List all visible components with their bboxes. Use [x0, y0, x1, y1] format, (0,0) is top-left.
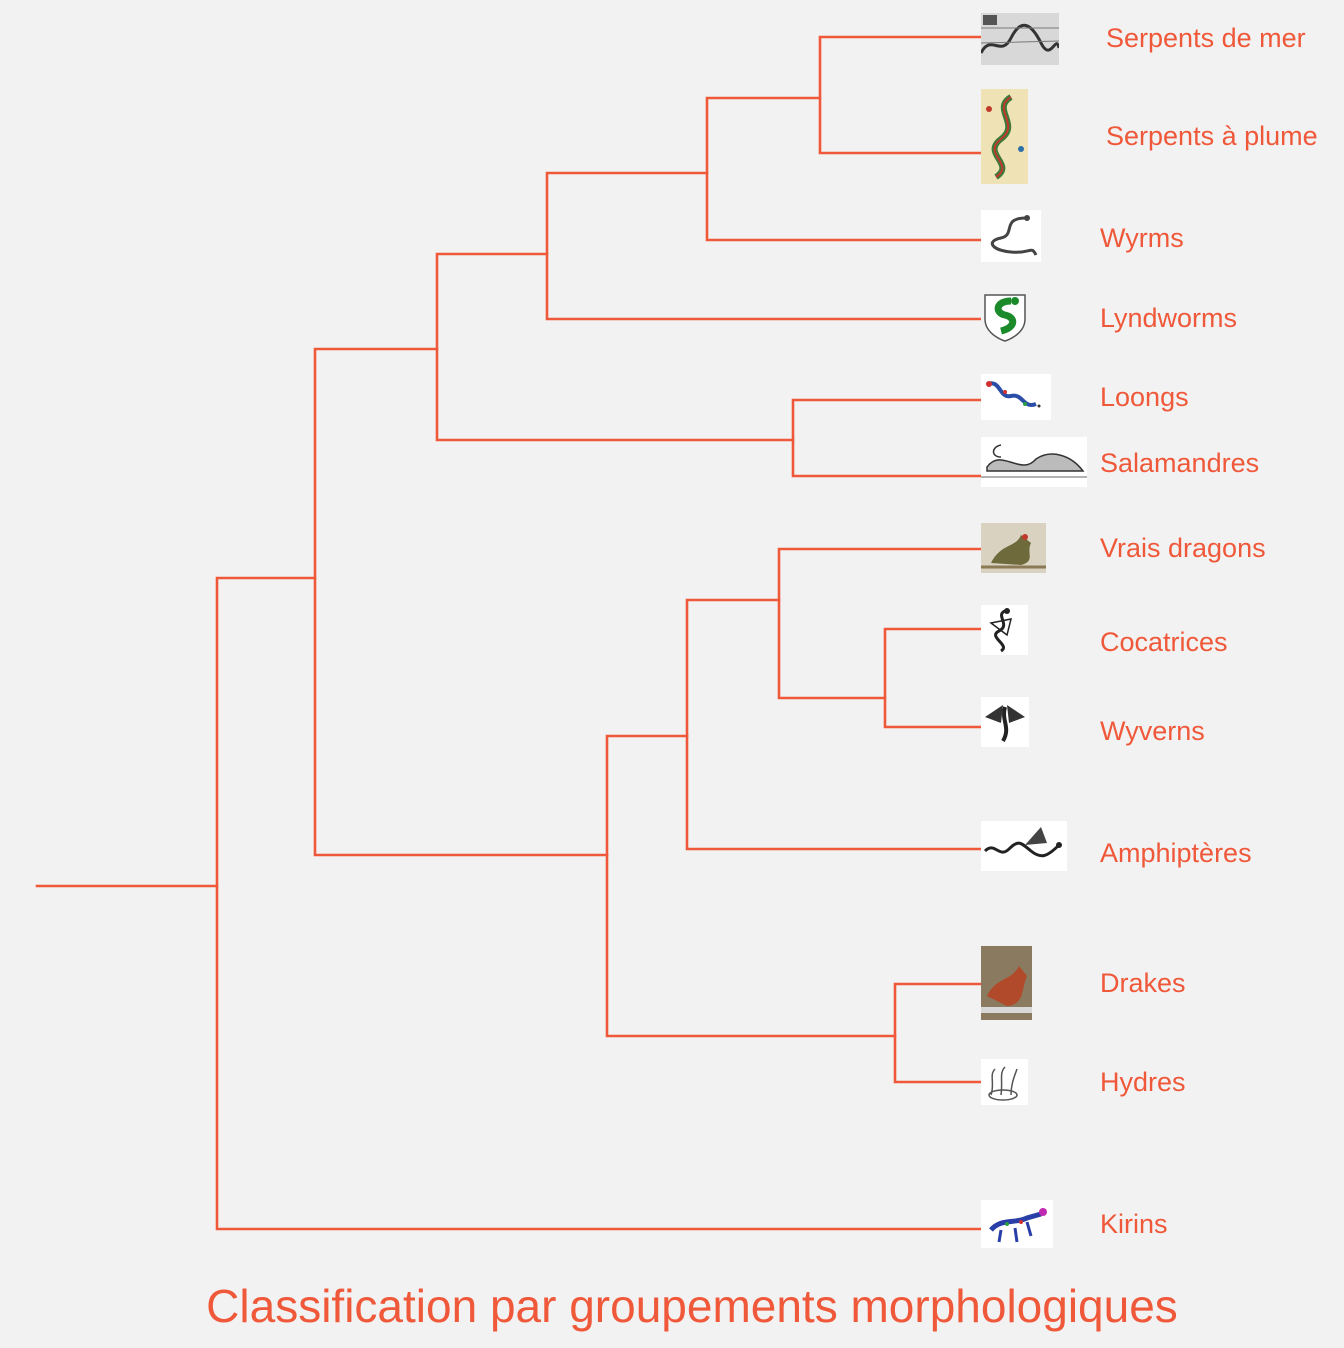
- sea-serpent-thumbnail: [981, 13, 1059, 65]
- leaf-label-wyverns: Wyverns: [1100, 716, 1205, 746]
- leaf-label-wyrms: Wyrms: [1100, 223, 1184, 253]
- node-serpents: [818, 35, 987, 155]
- kirin-thumbnail: [981, 1200, 1053, 1248]
- wyvern-thumbnail: [981, 697, 1029, 747]
- node-serpent-group: [705, 96, 987, 242]
- node-wyrm-group: [545, 171, 987, 321]
- node-main: [313, 347, 609, 857]
- node-root: [215, 576, 987, 1231]
- node-drake-hydra: [893, 982, 987, 1084]
- leaf-label-salamandres: Salamandres: [1100, 448, 1260, 478]
- node-loong-salamander: [791, 398, 987, 478]
- node-serpentine: [435, 252, 795, 442]
- leaf-label-cocatrices: Cocatrices: [1100, 627, 1228, 657]
- leaf-label-hydres: Hydres: [1100, 1067, 1186, 1097]
- leaf-label-loongs: Loongs: [1100, 382, 1189, 412]
- true-dragon-thumbnail: [981, 523, 1046, 573]
- leaf-label-lyndworms: Lyndworms: [1100, 303, 1238, 333]
- drake-thumbnail: [981, 946, 1032, 1020]
- node-cockatrice-wyvern: [883, 627, 987, 729]
- lindworm-thumbnail: [981, 291, 1029, 343]
- leaf-label-drakes: Drakes: [1100, 968, 1186, 998]
- leaf-label-vrais-dragons: Vrais dragons: [1100, 533, 1266, 563]
- node-dragon-group: [685, 598, 987, 851]
- leaf-label-serpents-de-mer: Serpents de mer: [1106, 23, 1306, 53]
- leaf-label-amphipteres: Amphiptères: [1100, 838, 1252, 868]
- node-winged: [605, 734, 897, 1038]
- hydra-thumbnail: [981, 1059, 1028, 1105]
- salamander-thumbnail: [981, 437, 1087, 487]
- leaf-label-kirins: Kirins: [1100, 1209, 1168, 1239]
- wyrm-thumbnail: [981, 210, 1041, 262]
- node-true-dragon-group: [777, 547, 987, 700]
- diagram-title: Classification par groupements morpholog…: [206, 1280, 1178, 1332]
- leaf-label-serpents-a-plume: Serpents à plume: [1106, 121, 1318, 151]
- feathered-serpent-thumbnail: [981, 89, 1028, 184]
- cockatrice-thumbnail: [981, 605, 1028, 655]
- amphiptere-thumbnail: [981, 821, 1067, 871]
- loong-thumbnail: [981, 374, 1051, 420]
